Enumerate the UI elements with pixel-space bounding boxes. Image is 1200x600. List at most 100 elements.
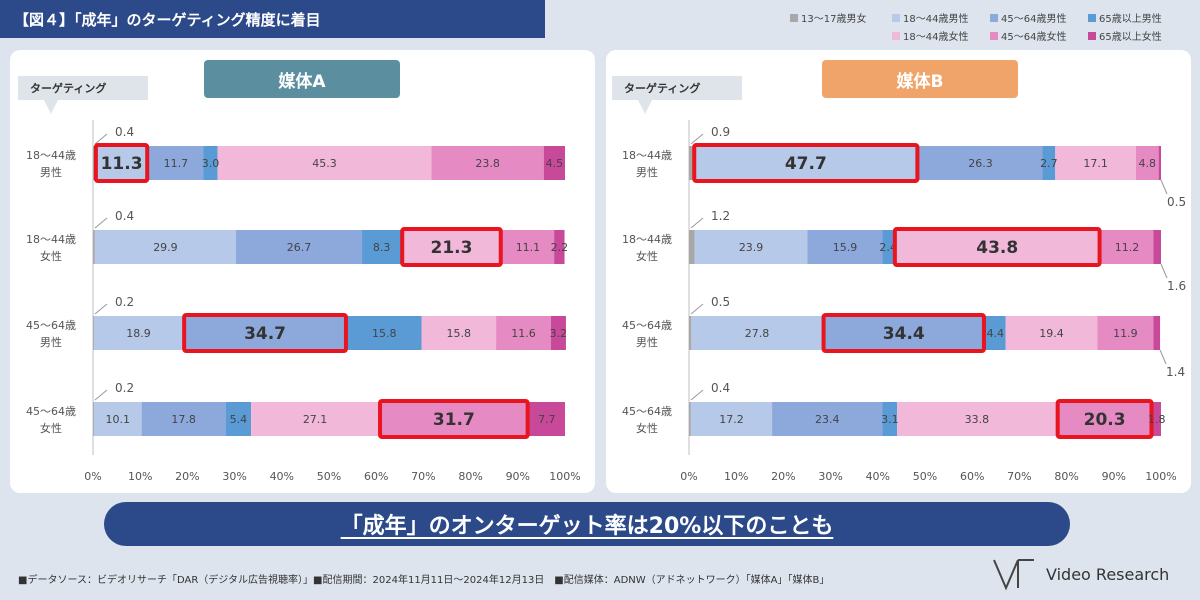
highlight-box [400,227,503,267]
bar-segment [528,402,565,436]
legend-item: 18～44歳男性 [892,10,990,25]
bar-segment [362,230,402,264]
data-label: 29.9 [153,241,178,254]
bar-segment [693,146,919,180]
stacked-bar-chart-b: 18～44歳男性 0.9 47.7 26.3 2.7 17.1 4.8 0.5 18～44歳女性… [622,120,1186,483]
legend-item: 65歳以上女性 [1088,28,1188,43]
data-label: 1.6 [1167,279,1186,293]
bar-segment [772,402,883,436]
legend-item: 45～64歳男性 [990,10,1088,25]
bar-segment [689,230,695,264]
bar-segment [501,230,555,264]
x-tick-label: 20% [175,470,199,483]
x-tick-label: 90% [1102,470,1126,483]
bar-segment [203,146,218,180]
legend-item: 45～64歳女性 [990,28,1088,43]
bar-segment [689,316,692,350]
data-label: 17.1 [1083,157,1108,170]
data-label: 0.4 [115,125,134,139]
leader-line [1160,179,1168,195]
bar-segment [1135,146,1159,180]
data-label: 1.2 [711,209,730,223]
leader-line [94,303,108,315]
bar-segment [690,402,773,436]
bar-segment [689,402,691,436]
legend-swatch [1088,13,1096,22]
bar-segment [148,146,204,180]
data-label: 23.4 [815,413,840,426]
legend-spacer [790,28,892,43]
data-label: 27.1 [303,413,328,426]
highlight-box [93,143,150,183]
data-label: 18.9 [126,327,151,340]
data-label: 3.0 [202,157,220,170]
bar-segment [897,402,1057,436]
legend-label: 45～64歳男性 [1001,14,1067,25]
category-label: 45～64歳 [26,319,76,332]
data-label: 5.4 [230,413,248,426]
data-label: 34.7 [244,324,286,344]
data-label: 17.8 [171,413,196,426]
data-label: 3.2 [550,327,568,340]
legend-item: 13～17歳男女 [790,10,892,25]
targeting-label-a: ターゲティング [18,76,148,100]
leader-line [690,389,704,401]
category-label: 男性 [40,165,62,179]
data-label: 11.3 [101,154,143,174]
data-label: 4.5 [546,157,564,170]
category-label: 女性 [636,249,658,263]
category-label: 女性 [40,249,62,263]
data-label: 10.1 [106,413,131,426]
data-label: 21.3 [431,238,473,258]
bar-segment [421,316,497,350]
bar-segment [93,316,94,350]
conclusion-banner: 「成年」のオンターゲット率は20%以下のことも [104,502,1070,546]
bar-segment [1097,316,1154,350]
x-tick-label: 100% [549,470,580,483]
x-tick-label: 60% [364,470,388,483]
data-label: 45.3 [312,157,337,170]
category-label: 18～44歳 [26,149,76,162]
targeting-label-b: ターゲティング [612,76,742,100]
legend-swatch [892,31,900,40]
targeting-pointer-a [44,100,58,114]
highlight-box [892,227,1102,267]
data-label: 11.2 [1115,241,1140,254]
data-label: 23.8 [475,157,500,170]
category-label: 45～64歳 [622,405,672,418]
bar-segment [93,402,142,436]
data-label: 27.8 [745,327,770,340]
data-label: 0.9 [711,125,730,139]
category-label: 45～64歳 [26,405,76,418]
x-tick-label: 50% [317,470,341,483]
data-label: 15.8 [447,327,472,340]
x-tick-label: 80% [458,470,482,483]
bar-segment [94,230,237,264]
legend-label: 13～17歳男女 [801,14,867,25]
source-footnote: ■データソース：ビデオリサーチ「DAR（デジタル広告視聴率）」■配信期間：202… [18,575,830,586]
data-label: 0.4 [115,209,134,223]
data-label: 2.4 [879,241,897,254]
leader-line [690,303,704,315]
category-label: 女性 [40,421,62,435]
bar-segment [694,230,808,264]
bar-segment [984,316,1006,350]
leader-line [1160,263,1168,279]
data-label: 0.2 [115,381,134,395]
data-label: 4.4 [987,327,1005,340]
bar-segment [236,230,363,264]
bar-segment [1005,316,1098,350]
x-tick-label: 10% [724,470,748,483]
legend-label: 65歳以上女性 [1099,32,1162,43]
legend-label: 45～64歳女性 [1001,32,1067,43]
bar-segment [93,230,95,264]
logo-text: Video Research [1046,564,1170,584]
bar-segment [251,402,380,436]
data-label: 0.2 [115,295,134,309]
leader-line [94,217,108,229]
bar-segment [93,402,94,436]
chart-legend: 13～17歳男女 18～44歳男性 45～64歳男性 65歳以上男性 18～44歳女性 4… [790,10,1190,43]
legend-label: 18～44歳女性 [903,32,969,43]
chart-title-a: 媒体A [204,60,400,98]
data-label: 0.5 [1167,195,1186,209]
